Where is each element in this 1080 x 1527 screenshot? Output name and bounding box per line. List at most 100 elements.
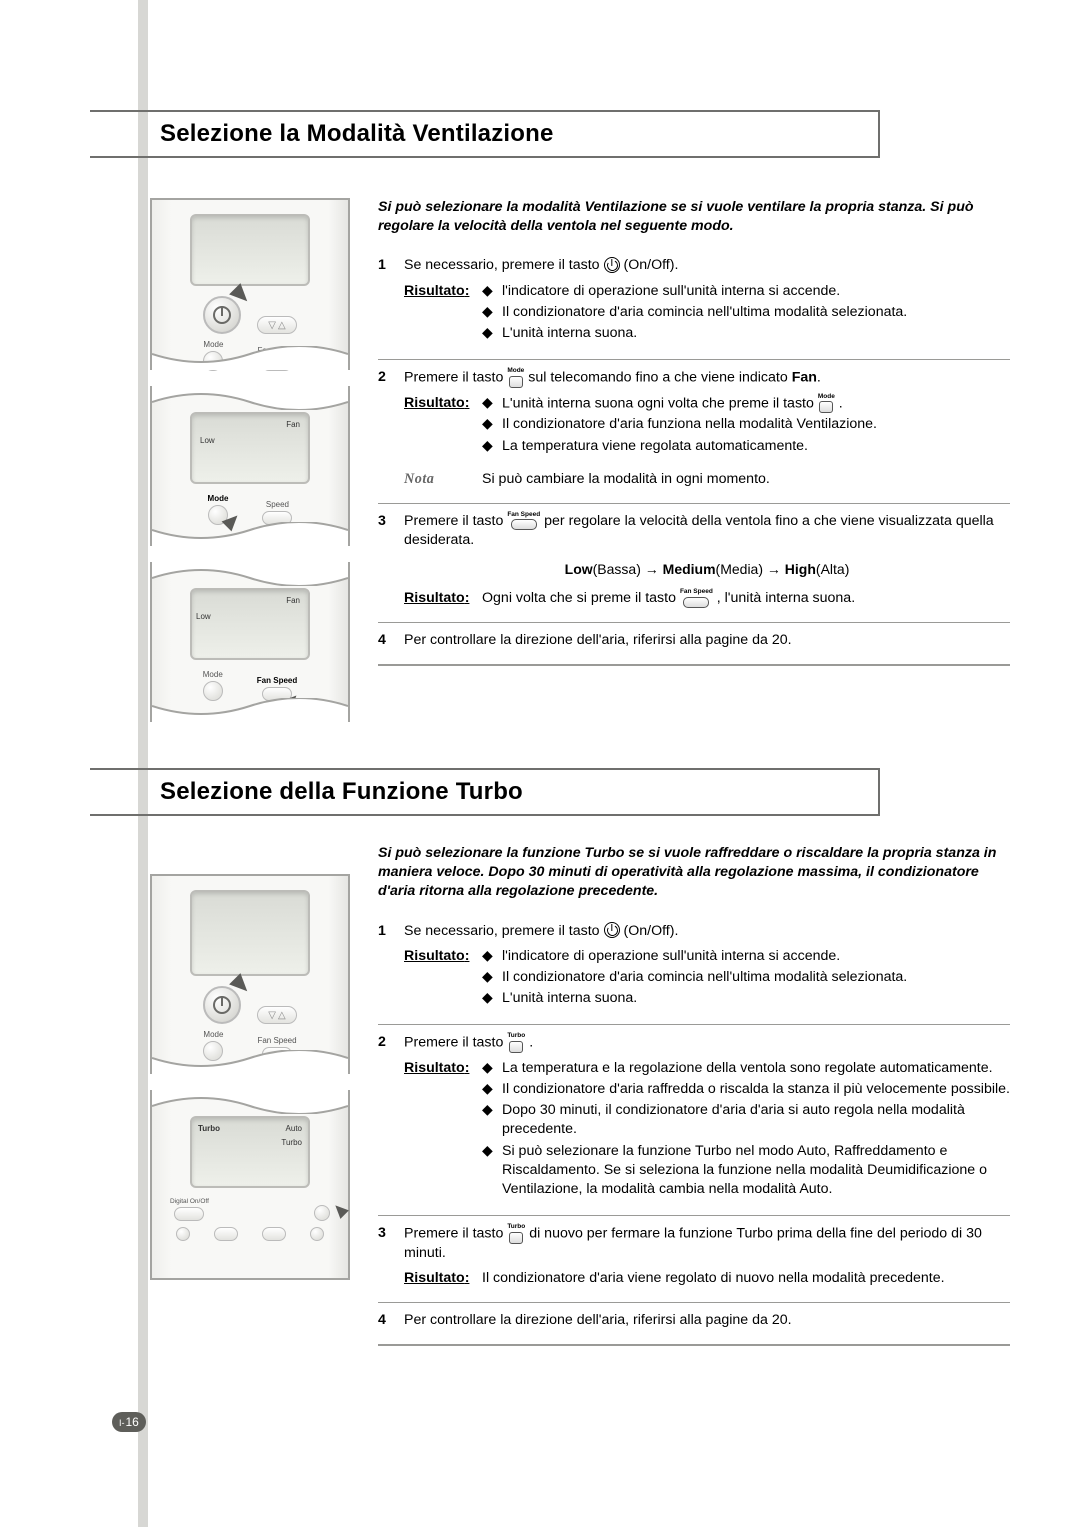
section2-text: Si può selezionare la funzione Turbo se … (378, 844, 1010, 1354)
bullet-text: L'unità interna suona. (502, 989, 637, 1008)
turbo-icon: Turbo (507, 1224, 525, 1244)
step3-ris-b: , l'unità interna suona. (717, 590, 855, 606)
step2-text-b: sul telecomando fino a che viene indicat… (528, 370, 787, 386)
mode-icon: Mode (818, 394, 835, 414)
screen-low: Low (196, 612, 211, 621)
nota-label: Nota (404, 470, 482, 489)
step1-text-a: Se necessario, premere il tasto (404, 257, 600, 273)
step3-text-a: Premere il tasto (404, 513, 503, 529)
speed-sequence: Low(Bassa) → Medium(Media) → High(Alta) (404, 560, 1010, 579)
power-icon (604, 257, 620, 273)
risultato-label: Risultato (404, 589, 482, 608)
remote-power: ▽△ Mode Fan Speed (150, 198, 350, 370)
remote-turbo: Turbo Auto Turbo Digital On/Off (150, 1090, 350, 1280)
section2-title: Selezione della Funzione Turbo (90, 768, 880, 816)
step-body: Premere il tasto Mode sul telecomando fi… (404, 368, 1010, 489)
remote-screen (190, 214, 310, 286)
digital-label: Digital On/Off (170, 1198, 209, 1205)
step-4: 4 Per controllare la direzione dell'aria… (378, 631, 1010, 666)
bullet-text: L'unità interna suona. (502, 324, 637, 343)
section2-intro: Si può selezionare la funzione Turbo se … (378, 844, 1010, 902)
small-btn (176, 1227, 190, 1241)
step-4: 4 Per controllare la direzione dell'aria… (378, 1311, 1010, 1346)
bullet-text: Dopo 30 minuti, il condizionatore d'aria… (502, 1101, 1010, 1139)
step-1: 1 Se necessario, premere il tasto (On/Of… (378, 256, 1010, 360)
step-num: 3 (378, 512, 392, 608)
remote-screen (190, 890, 310, 976)
step-num: 4 (378, 631, 392, 650)
screen-fan: Fan (286, 420, 300, 429)
mode-label: Mode (203, 670, 223, 679)
power-button (203, 986, 241, 1024)
bullets: ◆L'unità interna suona ogni volta che pr… (482, 394, 1010, 458)
bullet-text: Si può selezionare la funzione Turbo nel… (502, 1142, 1010, 1200)
step-num: 1 (378, 256, 392, 345)
bullet-text: Il condizionatore d'aria comincia nell'u… (502, 303, 907, 322)
page-number: I-16 (112, 1412, 146, 1432)
speed-label: Speed (266, 500, 289, 509)
section2-body: ▽△ Mode Fan Speed Turbo Auto Turbo (150, 844, 1010, 1354)
bullets: ◆l'indicatore di operazione sull'unità i… (482, 282, 1010, 346)
step2-text-c: Fan (792, 370, 817, 386)
section2-illustrations: ▽△ Mode Fan Speed Turbo Auto Turbo (150, 844, 350, 1354)
step3-ris-a: Ogni volta che si preme il tasto (482, 590, 676, 606)
small-btn (214, 1227, 238, 1241)
s2step2-text-a: Premere il tasto (404, 1035, 503, 1051)
bullet-text: Il condizionatore d'aria raffredda o ris… (502, 1080, 1010, 1099)
power-icon (604, 922, 620, 938)
risultato-label: Risultato (404, 1269, 482, 1288)
step-num: 1 (378, 922, 392, 1011)
step-body: Premere il tasto Fan Speed per regolare … (404, 512, 1010, 608)
bullet-text: L'unità interna suona ogni volta che pre… (502, 395, 814, 411)
step-1: 1 Se necessario, premere il tasto (On/Of… (378, 922, 1010, 1026)
step-num: 4 (378, 1311, 392, 1330)
s2step1-text-a: Se necessario, premere il tasto (404, 923, 600, 939)
s2step3-text-a: Premere il tasto (404, 1226, 503, 1242)
remote-screen: Turbo Auto Turbo (190, 1116, 310, 1188)
section1-intro: Si può selezionare la modalità Ventilazi… (378, 198, 1010, 236)
remote-mode: Fan Low Mode Speed (150, 386, 350, 546)
s2step3-ris: Il condizionatore d'aria viene regolato … (482, 1269, 945, 1288)
bullet-text: Il condizionatore d'aria funziona nella … (502, 415, 877, 434)
step-3: 3 Premere il tasto Fan Speed per regolar… (378, 512, 1010, 623)
step-3: 3 Premere il tasto Turbo di nuovo per fe… (378, 1224, 1010, 1303)
fanspeed-label: Fan Speed (257, 1036, 296, 1045)
bullet-text: La temperatura viene regolata automatica… (502, 437, 808, 456)
step-body: Se necessario, premere il tasto (On/Off)… (404, 256, 1010, 345)
section1-illustrations: ▽△ Mode Fan Speed Fan Low Mode (150, 198, 350, 738)
step1-text-b: (On/Off). (623, 257, 678, 273)
risultato-label: Risultato (404, 947, 482, 1011)
section1-title: Selezione la Modalità Ventilazione (90, 110, 880, 158)
power-button (203, 296, 241, 334)
step2-text-a: Premere il tasto (404, 370, 503, 386)
remote-fanspeed: Fan Low Mode Fan Speed (150, 562, 350, 722)
bullet-text: Il condizionatore d'aria comincia nell'u… (502, 968, 907, 987)
step-num: 2 (378, 368, 392, 489)
digital-btn (174, 1207, 204, 1221)
step-2: 2 Premere il tasto Mode sul telecomando … (378, 368, 1010, 504)
turbo-icon: Turbo (507, 1033, 525, 1053)
small-btn (310, 1227, 324, 1241)
s2step1-text-b: (On/Off). (623, 923, 678, 939)
step-2: 2 Premere il tasto Turbo . Risultato ◆La… (378, 1033, 1010, 1216)
remote-screen: Fan Low (190, 412, 310, 484)
fanspeed-icon: Fan Speed (680, 589, 713, 608)
page-side-strip (138, 0, 148, 1527)
pointer-arrow (331, 1201, 349, 1219)
bullet-text: l'indicatore di operazione sull'unità in… (502, 282, 840, 301)
screen-low: Low (200, 436, 215, 445)
bullet-text: La temperatura e la regolazione della ve… (502, 1059, 993, 1078)
risultato-label: Risultato (404, 282, 482, 346)
risultato-label: Risultato (404, 394, 482, 458)
fanspeed-label-bold: Fan Speed (257, 676, 297, 685)
updown-pill: ▽△ (257, 316, 297, 334)
step-num: 3 (378, 1224, 392, 1288)
screen-turbo2: Turbo (281, 1138, 302, 1147)
page-content: Selezione la Modalità Ventilazione ▽△ Mo… (150, 110, 1010, 1354)
remote-power-2: ▽△ Mode Fan Speed (150, 874, 350, 1074)
section1-text: Si può selezionare la modalità Ventilazi… (378, 198, 1010, 738)
s2step4-text: Per controllare la direzione dell'aria, … (404, 1311, 1010, 1330)
risultato-label: Risultato (404, 1059, 482, 1201)
screen-fan: Fan (286, 596, 300, 605)
section1-body: ▽△ Mode Fan Speed Fan Low Mode (150, 198, 1010, 738)
